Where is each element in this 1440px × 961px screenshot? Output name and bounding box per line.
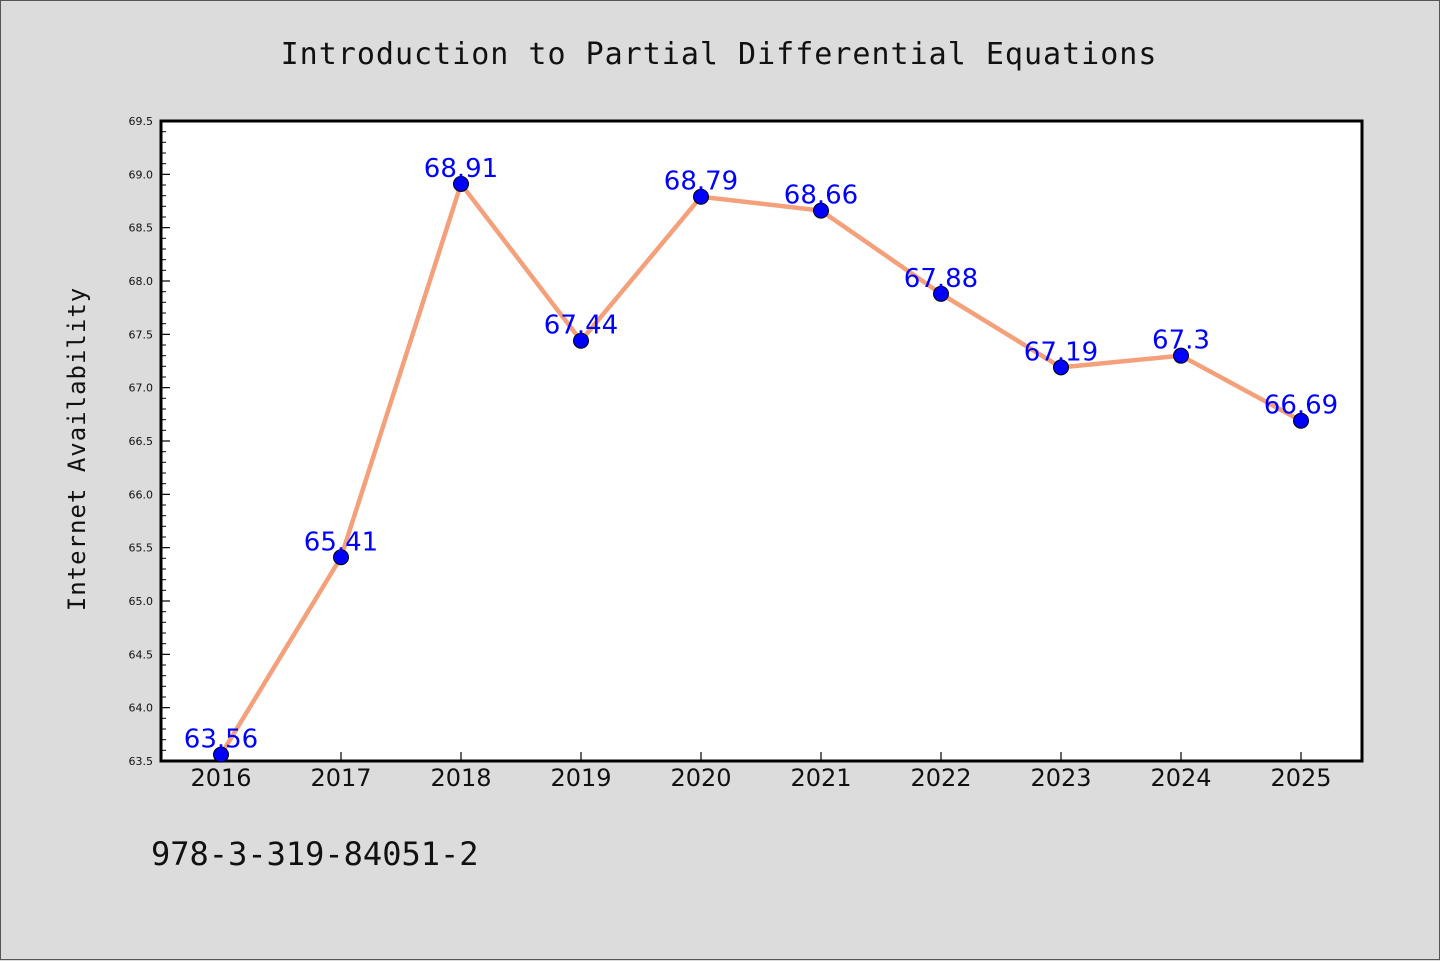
data-point-marker [213, 746, 229, 763]
data-label: 67.19 [1024, 337, 1098, 367]
data-point-marker [693, 188, 709, 205]
data-point-marker [1173, 347, 1189, 364]
x-tick-label: 2016 [190, 764, 251, 792]
data-label: 63.56 [184, 725, 258, 755]
data-label: 67.88 [904, 264, 978, 294]
data-point-marker [453, 175, 469, 192]
x-tick-label: 2019 [550, 764, 611, 792]
y-tick-label: 67.5 [129, 328, 154, 341]
y-tick-label: 66.5 [129, 435, 154, 448]
series-layer: 63.56 65.41 68.91 67.44 68.79 68.66 67.88 67.19… [184, 154, 1338, 763]
data-point-marker [333, 549, 349, 566]
y-tick-label: 68.0 [129, 275, 154, 288]
y-tick-label: 64.0 [129, 702, 154, 715]
data-point-marker [1293, 412, 1309, 429]
x-tick-label: 2022 [910, 764, 971, 792]
y-tick-label: 66.0 [129, 488, 154, 501]
y-tick-label: 69.0 [129, 168, 154, 181]
x-tick-label: 2023 [1030, 764, 1091, 792]
x-tick-label: 2018 [430, 764, 491, 792]
series-line [219, 181, 1303, 756]
x-tick-label: 2017 [310, 764, 371, 792]
y-tick-label: 68.5 [129, 222, 154, 235]
data-point-marker [813, 202, 829, 219]
data-label: 66.69 [1264, 391, 1338, 421]
data-label: 67.3 [1152, 326, 1210, 356]
y-axis: 63.5 64.0 64.5 65.0 65.5 66.0 66.5 67.0 67.5 68.0… [129, 115, 170, 768]
data-point-marker [933, 285, 949, 302]
y-tick-label: 65.5 [129, 542, 154, 555]
y-axis-label: Internet Availability [63, 287, 91, 611]
x-tick-label: 2020 [670, 764, 731, 792]
y-tick-label: 69.5 [129, 115, 154, 128]
x-axis: 2016 2017 2018 2019 2020 2021 2022 2023 2024 2025 [190, 752, 1332, 792]
y-tick-label: 64.5 [129, 648, 154, 661]
chart-title: Introduction to Partial Differential Equ… [281, 37, 1158, 72]
x-tick-label: 2021 [790, 764, 851, 792]
data-label: 68.66 [784, 181, 858, 211]
y-tick-label: 67.0 [129, 382, 154, 395]
plot-area [159, 119, 1364, 763]
y-tick-label: 65.0 [129, 595, 154, 608]
y-tick-label: 63.5 [129, 755, 154, 768]
data-point-marker [1053, 359, 1069, 376]
footer-isbn: 978-3-319-84051-2 [151, 835, 479, 873]
x-tick-label: 2025 [1270, 764, 1331, 792]
data-label: 67.44 [544, 311, 618, 341]
x-tick-label: 2024 [1150, 764, 1211, 792]
data-label: 68.79 [664, 167, 738, 197]
data-point-marker [573, 332, 589, 349]
data-label: 65.41 [304, 527, 378, 557]
data-label: 68.91 [424, 154, 498, 184]
